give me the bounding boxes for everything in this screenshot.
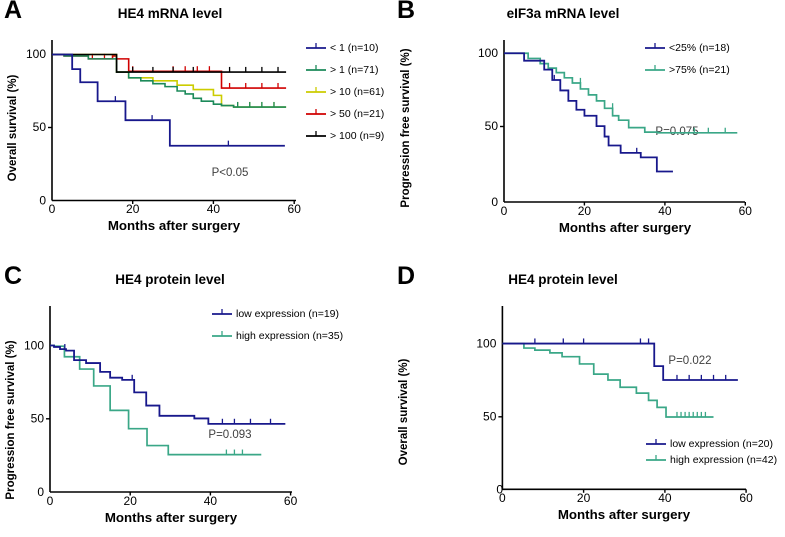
svg-text:Progression free survival (%): Progression free survival (%) <box>400 48 412 207</box>
svg-text:Months after surgery: Months after surgery <box>108 218 241 233</box>
svg-text:50: 50 <box>33 120 47 134</box>
svg-text:100: 100 <box>24 339 44 353</box>
svg-text:high expression (n=42): high expression (n=42) <box>670 454 777 466</box>
svg-text:20: 20 <box>124 494 138 508</box>
svg-text:> 10 (n=61): > 10 (n=61) <box>330 86 384 98</box>
svg-text:< 1 (n=10): < 1 (n=10) <box>330 42 378 54</box>
svg-text:20: 20 <box>578 204 592 218</box>
svg-text:40: 40 <box>204 494 218 508</box>
svg-text:100: 100 <box>26 47 46 61</box>
svg-text:50: 50 <box>485 119 499 133</box>
svg-text:60: 60 <box>288 202 302 216</box>
svg-text:0: 0 <box>49 202 56 216</box>
svg-text:50: 50 <box>483 410 497 424</box>
svg-text:0: 0 <box>499 491 506 505</box>
svg-text:>75% (n=21): >75% (n=21) <box>669 64 730 76</box>
svg-text:P=0.093: P=0.093 <box>208 429 251 441</box>
svg-text:P=0.022: P=0.022 <box>668 355 711 367</box>
svg-text:Months after surgery: Months after surgery <box>558 507 691 522</box>
svg-text:Progression free survival (%): Progression free survival (%) <box>5 340 17 499</box>
svg-text:50: 50 <box>31 412 45 426</box>
svg-text:0: 0 <box>491 195 498 209</box>
svg-text:low expression (n=19): low expression (n=19) <box>236 308 339 320</box>
svg-text:Months after surgery: Months after surgery <box>105 510 238 525</box>
svg-text:low expression (n=20): low expression (n=20) <box>670 438 773 450</box>
svg-text:0: 0 <box>39 194 46 208</box>
svg-text:high expression (n=35): high expression (n=35) <box>236 330 343 342</box>
svg-text:Overall survival (%): Overall survival (%) <box>398 358 410 465</box>
svg-text:40: 40 <box>658 491 672 505</box>
svg-text:Months after surgery: Months after surgery <box>559 220 692 235</box>
svg-text:60: 60 <box>284 494 298 508</box>
svg-text:60: 60 <box>739 204 753 218</box>
svg-text:P<0.05: P<0.05 <box>212 167 249 179</box>
svg-text:0: 0 <box>501 204 508 218</box>
svg-text:20: 20 <box>126 202 140 216</box>
svg-text:0: 0 <box>47 494 54 508</box>
svg-text:Overall survival (%): Overall survival (%) <box>7 74 19 181</box>
svg-text:100: 100 <box>478 46 498 60</box>
svg-text:> 1 (n=71): > 1 (n=71) <box>330 64 378 76</box>
svg-text:<25% (n=18): <25% (n=18) <box>669 42 730 54</box>
svg-text:40: 40 <box>207 202 221 216</box>
svg-text:40: 40 <box>658 204 672 218</box>
svg-text:20: 20 <box>577 491 591 505</box>
svg-text:> 100 (n=9): > 100 (n=9) <box>330 130 384 142</box>
svg-text:> 50 (n=21): > 50 (n=21) <box>330 108 384 120</box>
svg-text:60: 60 <box>739 491 753 505</box>
svg-text:0: 0 <box>37 485 44 499</box>
svg-text:100: 100 <box>476 337 496 351</box>
